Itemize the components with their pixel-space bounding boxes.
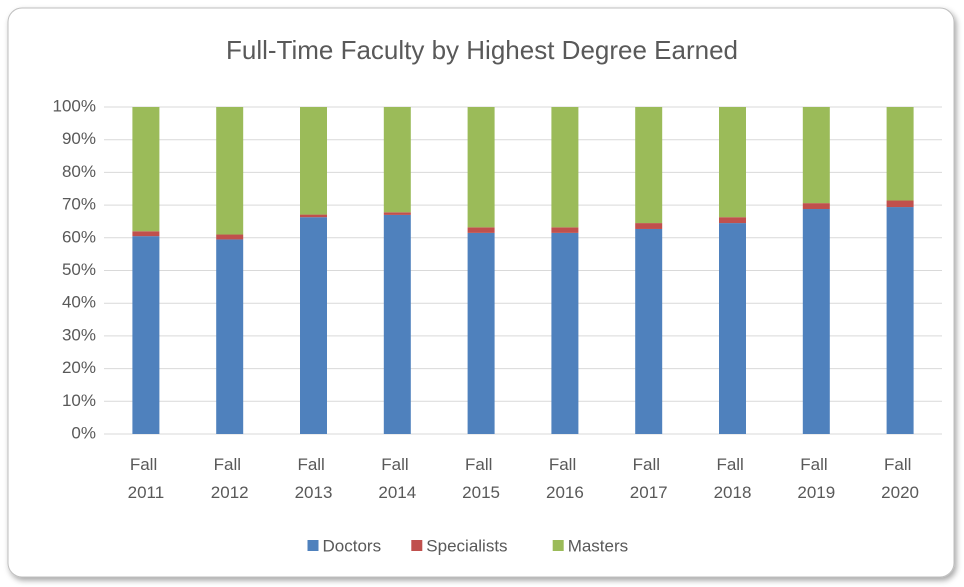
bar-segment [802,203,830,210]
bar-segment [802,107,830,204]
y-tick-label: 30% [62,325,96,344]
y-tick-label: 40% [62,293,96,312]
bar-segment [635,107,663,224]
legend-swatch [411,540,423,551]
y-tick-label: 50% [62,260,96,279]
bar-segment [551,232,579,434]
bar-segment [719,217,746,224]
bar-segment [300,217,327,434]
bar-segment [719,223,746,434]
bar-segment [383,214,411,434]
bar-segment [886,207,914,434]
y-tick-label: 10% [62,391,96,410]
bar-segment [216,107,244,235]
y-tick-label: 0% [71,423,96,442]
bar-segment [132,107,160,232]
bar-segment [635,223,663,229]
bar-segment [886,107,914,201]
legend-label: Doctors [323,536,382,555]
x-tick-label: Fall 2014 [378,455,416,502]
legend-swatch [307,540,319,551]
bar-segment [132,231,160,237]
y-tick-label: 60% [62,227,96,246]
y-tick-label: 100% [53,96,96,115]
x-tick-label: Fall 2018 [714,455,752,502]
x-tick-label: Fall 2020 [881,455,919,502]
chart-title: Full-Time Faculty by Highest Degree Earn… [226,35,738,65]
bar-segment [635,228,663,434]
x-tick-label: Fall 2015 [462,455,500,502]
bar-segment [467,227,495,233]
y-tick-label: 80% [62,162,96,181]
y-tick-label: 70% [62,195,96,214]
bar-segment [300,107,327,215]
legend-swatch [552,540,564,551]
x-tick-label: Fall 2013 [295,455,333,502]
bar-segment [551,107,579,228]
y-tick-label: 90% [62,129,96,148]
bar-segment [467,232,495,434]
bar-segment [216,234,244,240]
x-tick-label: Fall 2016 [546,455,584,502]
bar-segment [132,236,160,434]
x-tick-label: Fall 2011 [128,455,165,502]
bar-segment [467,107,495,228]
x-tick-label: Fall 2012 [211,455,249,502]
bar-segment [383,107,411,213]
y-tick-label: 20% [62,358,96,377]
bar-segment [216,239,244,434]
bar-segment [551,227,579,233]
x-tick-label: Fall 2019 [797,455,835,502]
legend-label: Specialists [426,536,507,555]
bar-segment [719,107,746,218]
bar-segment [300,214,327,218]
bar-segment [383,212,411,215]
bar-segment [802,209,830,434]
x-tick-label: Fall 2017 [630,455,668,502]
legend-label: Masters [568,536,628,555]
bar-segment [886,200,914,208]
